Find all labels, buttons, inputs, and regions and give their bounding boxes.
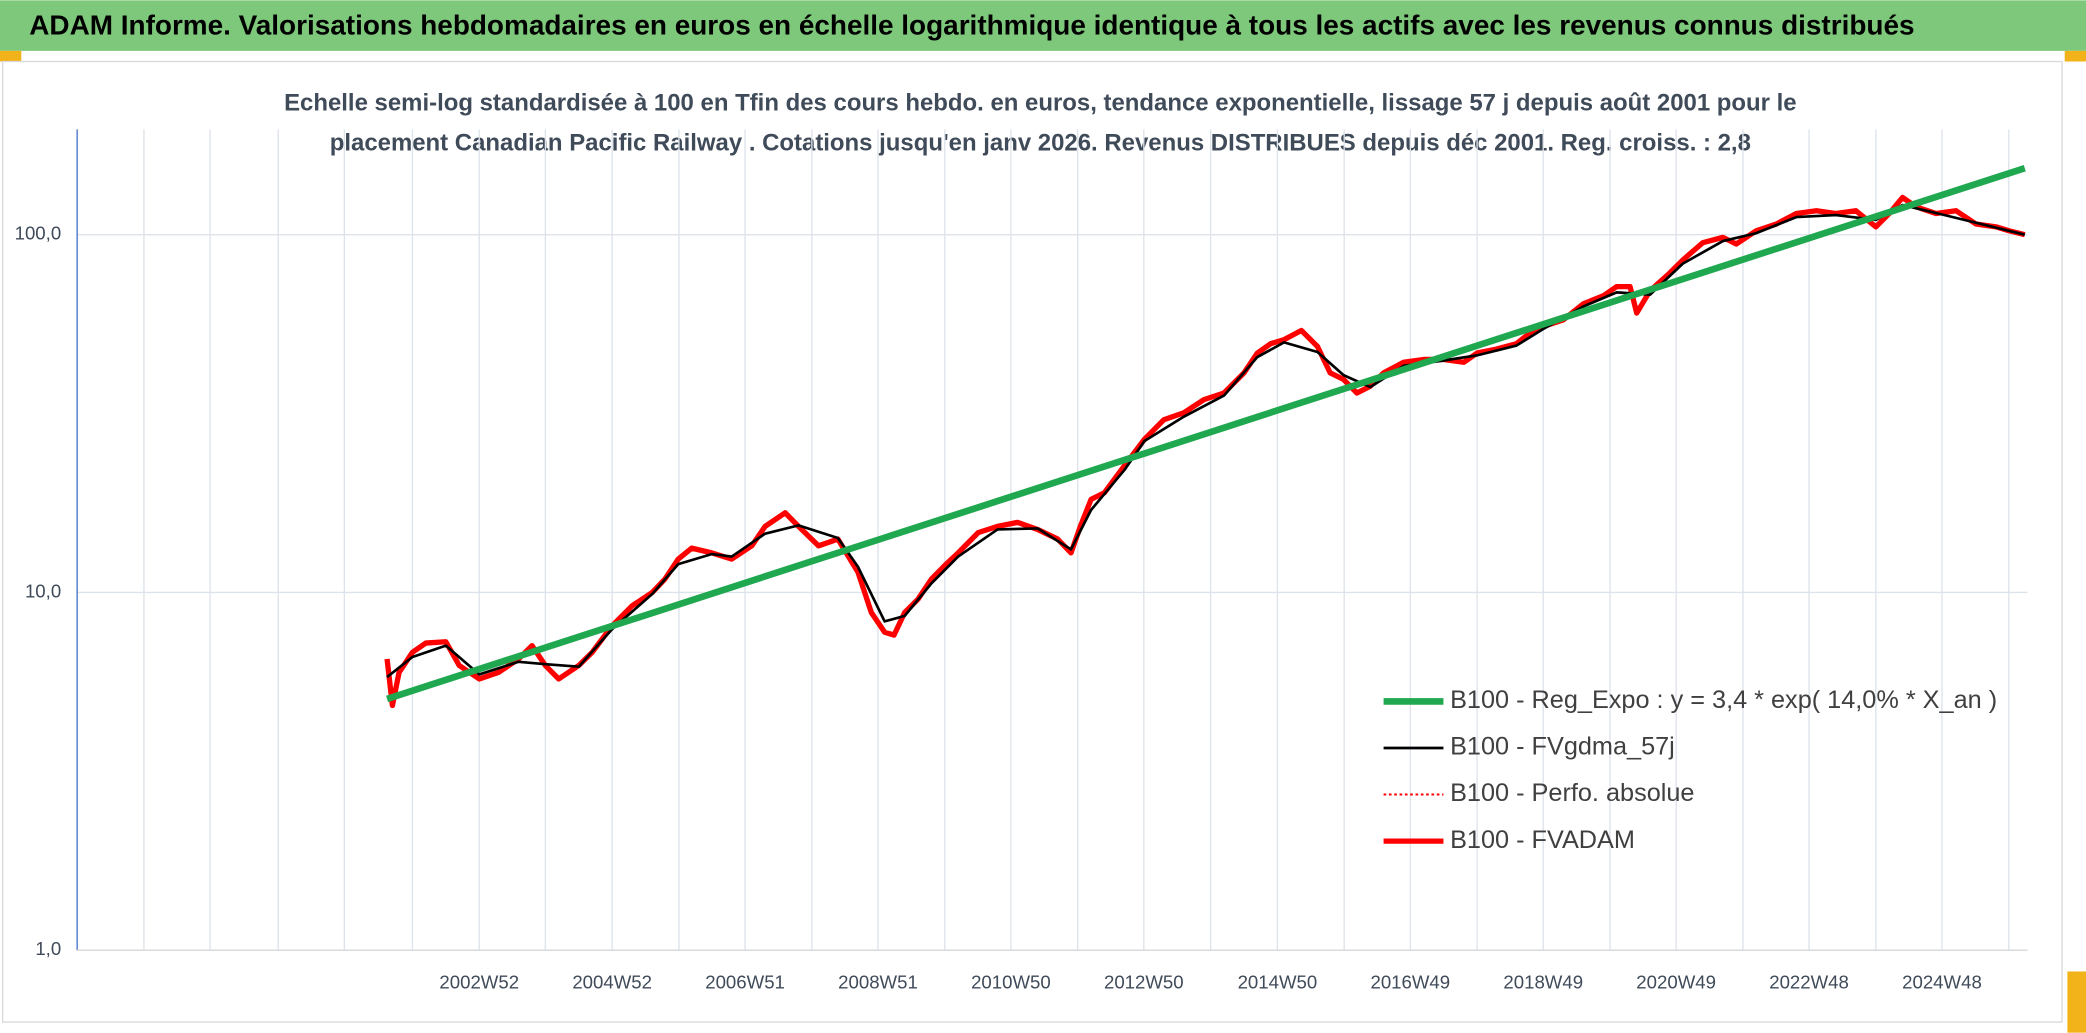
chart-frame [1, 60, 2063, 1023]
y-tick-label: 1,0 [35, 938, 61, 959]
legend-label: B100 - FVADAM [1450, 826, 1635, 854]
corner-mark [0, 50, 22, 62]
legend-label: B100 - FVgdma_57j [1450, 733, 1675, 761]
x-tick-label: 2020W49 [1636, 971, 1716, 992]
chart-subtitle: placement Canadian Pacific Railway . Cot… [330, 129, 1751, 156]
x-tick-label: 2014W50 [1238, 971, 1318, 992]
legend-label: B100 - Reg_Expo : y = 3,4 * exp( 14,0% *… [1450, 686, 1997, 714]
x-tick-label: 2006W51 [705, 971, 785, 992]
x-tick-label: 2022W48 [1769, 971, 1849, 992]
plot-area: 2002W52 2004W52 2006W51 2008W51 2010W50 2012W… [15, 129, 2028, 992]
series-line [386, 165, 2026, 703]
x-tick-label: 2018W49 [1503, 971, 1583, 992]
chart-title: ADAM Informe. Valorisations hebdomadaire… [29, 9, 1914, 40]
legend-label: B100 - Perfo. absolue [1450, 779, 1694, 807]
x-tick-label: 2012W50 [1104, 971, 1184, 992]
chart-subtitle: Echelle semi-log standardisée à 100 en T… [284, 89, 1797, 116]
x-tick-label: 2002W52 [439, 971, 519, 992]
series-line [386, 203, 2026, 679]
x-tick-label: 2024W48 [1902, 971, 1982, 992]
y-tick-label: 10,0 [25, 580, 61, 601]
y-tick-label: 100,0 [15, 223, 62, 244]
title-bar [0, 0, 2086, 51]
x-tick-label: 2016W49 [1370, 971, 1450, 992]
x-tick-label: 2008W51 [838, 971, 918, 992]
corner-mark [2064, 50, 2086, 62]
x-tick-label: 2010W50 [971, 971, 1051, 992]
corner-mark [2067, 971, 2086, 1033]
x-tick-label: 2004W52 [572, 971, 652, 992]
